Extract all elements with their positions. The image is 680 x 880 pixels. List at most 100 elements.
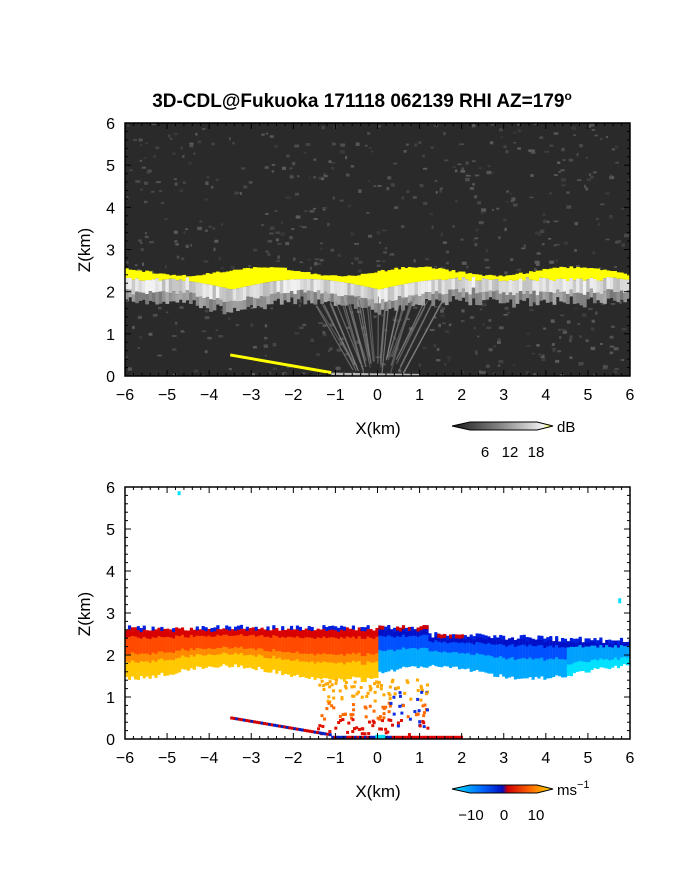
noise-cell <box>143 157 147 160</box>
precip-pixel <box>363 705 367 709</box>
velocity-cell <box>466 636 470 643</box>
velocity-cell <box>148 638 152 647</box>
echo-streak <box>335 301 362 364</box>
velocity-cell <box>266 628 270 637</box>
velocity-cell <box>360 638 364 648</box>
echo-cell <box>353 284 358 297</box>
velocity-cell <box>481 637 485 644</box>
velocity-cell <box>360 627 364 632</box>
velocity-cell <box>213 660 217 668</box>
velocity-cell <box>166 644 170 653</box>
velocity-cell <box>416 630 420 637</box>
velocity-cell <box>292 644 297 653</box>
velocity-cell <box>490 655 494 662</box>
velocity-cell <box>189 634 193 642</box>
echo-cell <box>266 282 271 297</box>
velocity-cell <box>325 653 329 663</box>
noise-cell <box>351 262 354 265</box>
velocity-cell <box>340 625 344 630</box>
velocity-cell <box>154 645 158 654</box>
velocity-cell <box>222 657 226 665</box>
echo-cell <box>596 292 601 301</box>
echo-cell <box>609 289 614 299</box>
velocity-cell <box>398 649 403 656</box>
precip-pixel <box>332 706 336 710</box>
velocity-cell <box>251 654 255 663</box>
velocity-cell <box>260 641 264 649</box>
plot-background <box>125 487 630 739</box>
noise-cell <box>523 244 526 248</box>
velocity-cell <box>284 666 288 674</box>
velocity-cell <box>175 665 179 674</box>
noise-cell <box>552 349 556 353</box>
noise-cell <box>261 133 265 136</box>
echo-cell <box>286 270 291 280</box>
noise-cell <box>152 314 158 317</box>
echo-cell <box>195 282 200 297</box>
velocity-cell <box>151 626 155 631</box>
velocity-cell <box>549 638 553 646</box>
velocity-cell <box>552 641 556 648</box>
noise-cell <box>309 210 315 213</box>
velocity-cell <box>169 666 173 675</box>
noise-cell <box>275 238 280 242</box>
noise-cell <box>480 211 485 215</box>
velocity-cell <box>569 637 573 642</box>
x-axis-label: X(km) <box>355 782 400 801</box>
precip-pixel <box>384 705 388 709</box>
echo-cell <box>502 292 506 304</box>
velocity-cell <box>222 628 226 635</box>
velocity-cell <box>228 635 232 643</box>
velocity-cell <box>549 645 553 653</box>
echo-cell <box>488 279 493 291</box>
echo-cell <box>330 280 335 294</box>
echo-cell <box>552 293 557 305</box>
velocity-cell <box>213 642 217 649</box>
ground-echo <box>424 735 428 739</box>
noise-cell <box>433 305 438 308</box>
velocity-cell <box>499 637 503 645</box>
noise-cell <box>481 371 486 374</box>
echo-cell <box>576 292 580 304</box>
velocity-cell <box>157 635 161 644</box>
velocity-cell <box>449 637 453 643</box>
velocity-cell <box>578 639 582 646</box>
velocity-cell <box>269 630 273 638</box>
noise-cell <box>474 242 478 247</box>
noise-cell <box>228 316 231 321</box>
velocity-cell <box>596 655 600 661</box>
echo-cell <box>256 298 261 307</box>
echo-cell <box>387 270 392 288</box>
velocity-cell <box>387 625 391 630</box>
velocity-cell <box>210 660 214 667</box>
velocity-cell <box>449 657 453 663</box>
velocity-cell <box>201 635 205 643</box>
velocity-cell <box>272 641 276 649</box>
echo-cell <box>599 280 604 294</box>
echo-cell <box>327 275 331 281</box>
velocity-cell <box>328 645 332 655</box>
velocity-cell <box>151 629 155 638</box>
noise-cell <box>182 155 185 158</box>
velocity-cell <box>469 654 473 661</box>
noise-cell <box>137 315 142 320</box>
echo-cell <box>279 267 284 281</box>
echo-cell <box>316 290 321 300</box>
velocity-cell <box>145 660 149 669</box>
velocity-cell <box>431 659 435 665</box>
velocity-cell <box>410 641 414 648</box>
noise-cell <box>228 367 232 371</box>
velocity-cell <box>425 634 429 642</box>
echo-cell <box>303 279 308 293</box>
velocity-cell <box>269 665 273 673</box>
velocity-cell <box>425 625 429 630</box>
precip-pixel <box>320 679 324 683</box>
velocity-cell <box>531 645 535 653</box>
precip-pixel <box>396 721 400 725</box>
velocity-cell <box>596 647 600 652</box>
velocity-cell <box>401 634 406 642</box>
noise-cell <box>271 170 275 173</box>
noise-cell <box>394 319 400 323</box>
